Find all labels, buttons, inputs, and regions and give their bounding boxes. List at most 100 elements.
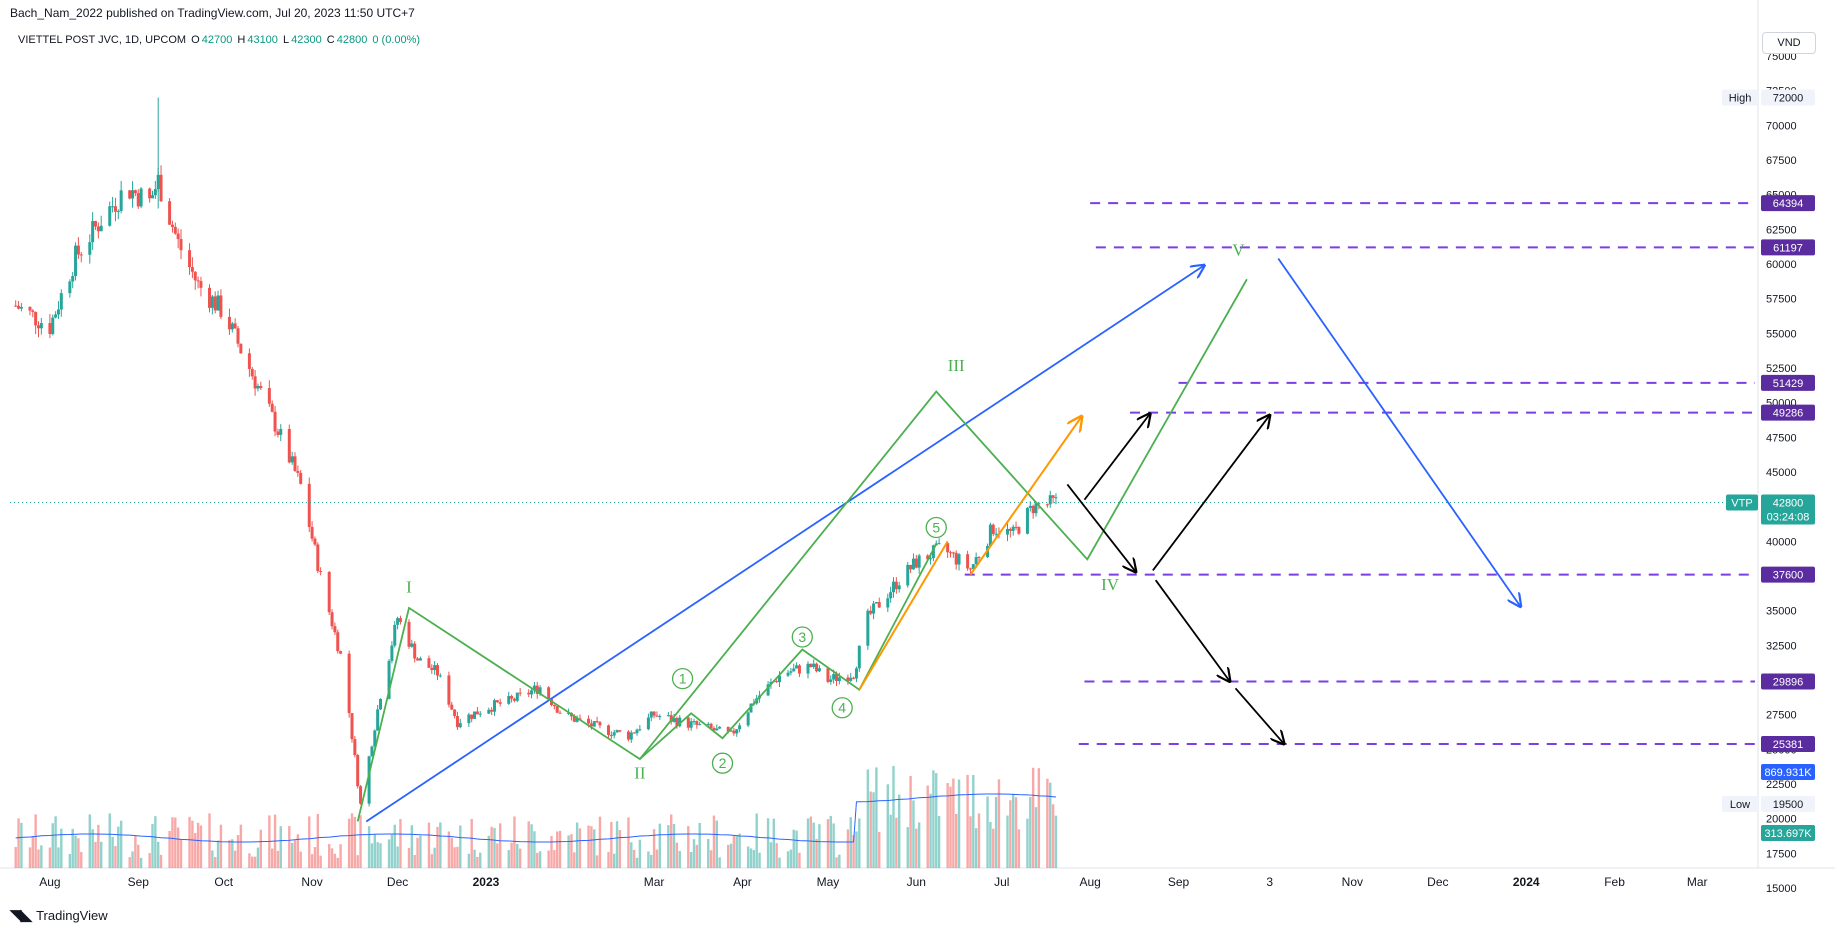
- volume-bar: [77, 838, 80, 868]
- candle-body: [1025, 507, 1029, 534]
- level-label-box: [1761, 404, 1815, 421]
- candle-body: [398, 618, 402, 622]
- volume-bar: [530, 824, 533, 868]
- candle-body: [475, 711, 479, 715]
- volume-bar: [28, 847, 32, 868]
- candle-body: [894, 581, 898, 590]
- volume-bar: [54, 816, 57, 868]
- candle-body: [746, 712, 750, 726]
- volume-bars: [14, 765, 1058, 868]
- symbol-tag-label: VTP: [1731, 498, 1752, 510]
- candle-body: [119, 190, 123, 211]
- volume-bar: [738, 833, 741, 868]
- symbol-line[interactable]: VIETTEL POST JVC, 1D, UPCOM: [18, 34, 187, 46]
- candle-body: [490, 709, 494, 712]
- volume-bar: [336, 857, 339, 868]
- candle-body: [672, 718, 676, 722]
- candle-body: [379, 698, 382, 710]
- level-label-box: [1761, 736, 1815, 753]
- candle-body: [196, 280, 200, 282]
- y-tick-label: 27500: [1766, 710, 1797, 722]
- volume-bar: [313, 847, 317, 868]
- volume-bar: [855, 831, 858, 868]
- range-high-tag: [1722, 89, 1758, 106]
- volume-bar: [256, 847, 260, 868]
- volume-bar: [379, 843, 382, 868]
- level-label-box: [1761, 195, 1815, 212]
- volume-bar: [31, 836, 34, 868]
- low-label: L: [282, 34, 290, 46]
- candle-body: [1006, 528, 1009, 535]
- volume-bar: [707, 839, 710, 868]
- candle-body: [949, 552, 952, 554]
- volume-bar: [786, 851, 790, 868]
- volume-bar: [416, 837, 419, 868]
- volume-bar: [727, 844, 730, 868]
- x-tick-label: 3: [1266, 875, 1273, 889]
- volume-bar: [51, 823, 54, 868]
- range-high: High 72000: [1722, 89, 1815, 106]
- x-tick-label: 2023: [473, 875, 500, 889]
- volume-bar: [570, 834, 573, 868]
- volume-bar: [373, 834, 376, 868]
- volume-bar: [652, 829, 656, 868]
- level-label: 25381: [1773, 739, 1804, 751]
- volume-bar: [992, 828, 995, 868]
- candle-body: [216, 295, 220, 311]
- candle-body: [854, 668, 858, 679]
- volume-bar: [97, 824, 100, 868]
- volume-bar: [655, 849, 659, 868]
- volume-bar: [157, 841, 160, 868]
- volume-bar: [71, 828, 74, 868]
- ohlc-legend: VIETTEL POST JVC, 1D, UPCOM O 42700 H 4310…: [18, 34, 422, 46]
- volume-bar: [276, 850, 280, 868]
- footer-brand[interactable]: TradingView: [36, 907, 108, 923]
- candle-body: [906, 564, 910, 586]
- volume-bar: [350, 813, 354, 868]
- volume-bar: [467, 853, 471, 868]
- scenario-arrow: [1066, 483, 1135, 571]
- sub-wave-label: 2: [711, 752, 734, 774]
- volume-bar: [279, 826, 282, 868]
- volume-bar: [806, 818, 810, 868]
- volume-bar: [128, 857, 131, 868]
- volume-bar: [846, 829, 850, 868]
- candle-body: [91, 221, 95, 243]
- volume-bar: [1026, 818, 1029, 868]
- candle-body: [678, 717, 682, 727]
- x-tick-label: Feb: [1604, 875, 1625, 889]
- volume-bar: [547, 850, 550, 868]
- y-tick-label: 52500: [1766, 363, 1797, 375]
- volume-bar: [926, 785, 929, 868]
- volume-bar: [333, 853, 337, 868]
- volume-bar: [695, 844, 699, 868]
- volume-bar: [556, 831, 559, 868]
- candle-body: [1028, 505, 1032, 508]
- volume-bar: [672, 824, 676, 868]
- candle-body: [34, 311, 38, 326]
- currency-button[interactable]: VND: [1762, 32, 1816, 54]
- candle-body: [632, 732, 636, 734]
- orange-path: [858, 540, 949, 691]
- volume-bar: [578, 828, 582, 868]
- candle-body: [438, 675, 442, 677]
- volume-bar: [886, 784, 889, 868]
- candle-body: [148, 188, 152, 199]
- candle-body: [427, 658, 431, 668]
- candle-body: [1054, 497, 1058, 499]
- y-tick-label: 55000: [1766, 328, 1797, 340]
- volume-bar: [573, 852, 576, 868]
- candle-body: [652, 711, 656, 716]
- candle-body: [911, 558, 915, 570]
- candle-body: [233, 323, 237, 329]
- volume-bar: [68, 853, 72, 868]
- candle-body: [173, 226, 177, 234]
- volume-bar: [595, 855, 599, 868]
- candle-body: [1037, 503, 1041, 505]
- candle-body: [76, 245, 80, 255]
- x-tick-label: May: [817, 875, 840, 889]
- volume-ma-line: [15, 793, 1057, 843]
- volume-bar: [239, 824, 243, 868]
- candles: [14, 97, 1058, 807]
